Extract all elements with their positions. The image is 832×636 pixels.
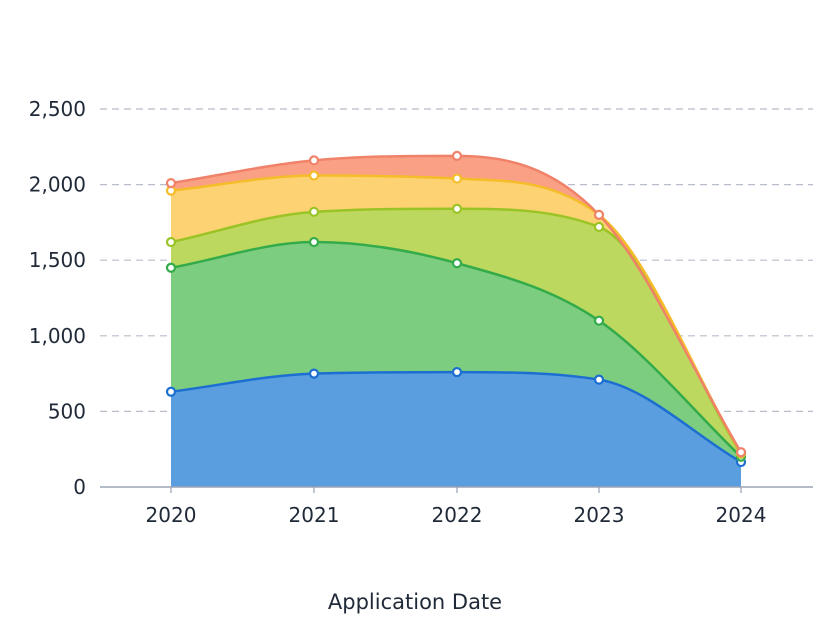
series-3-point[interactable] [310,208,318,216]
y-tick-label: 2,500 [29,97,86,121]
series-5-point[interactable] [453,152,461,160]
series-2-point[interactable] [453,259,461,267]
series-1-point[interactable] [167,388,175,396]
series-4-point[interactable] [453,175,461,183]
series-5-point[interactable] [310,156,318,164]
series-3-point[interactable] [453,205,461,213]
series-5-point[interactable] [167,179,175,187]
y-tick-label: 2,000 [29,173,86,197]
x-axis-label: Application Date [328,590,502,614]
x-tick-label: 2023 [574,503,625,527]
y-axis-ticks: 0 500 1,000 1,500 2,000 2,500 [29,97,86,499]
series-3-point[interactable] [595,223,603,231]
y-tick-label: 0 [73,475,86,499]
x-tick-label: 2024 [716,503,767,527]
series-2-point[interactable] [167,264,175,272]
series-5-point[interactable] [595,211,603,219]
x-tick-label: 2020 [146,503,197,527]
series-3-point[interactable] [167,238,175,246]
series-1-point[interactable] [453,368,461,376]
x-axis-ticks: 2020 2021 2022 2023 2024 [146,487,767,527]
series-1-point[interactable] [310,370,318,378]
x-tick-label: 2021 [289,503,340,527]
series-4-point[interactable] [310,172,318,180]
x-tick-label: 2022 [432,503,483,527]
series-1-point[interactable] [595,376,603,384]
series-2-point[interactable] [310,238,318,246]
series-2-point[interactable] [595,317,603,325]
series-5-point[interactable] [737,448,745,456]
y-tick-label: 1,500 [29,248,86,272]
y-tick-label: 500 [48,399,86,423]
y-tick-label: 1,000 [29,324,86,348]
